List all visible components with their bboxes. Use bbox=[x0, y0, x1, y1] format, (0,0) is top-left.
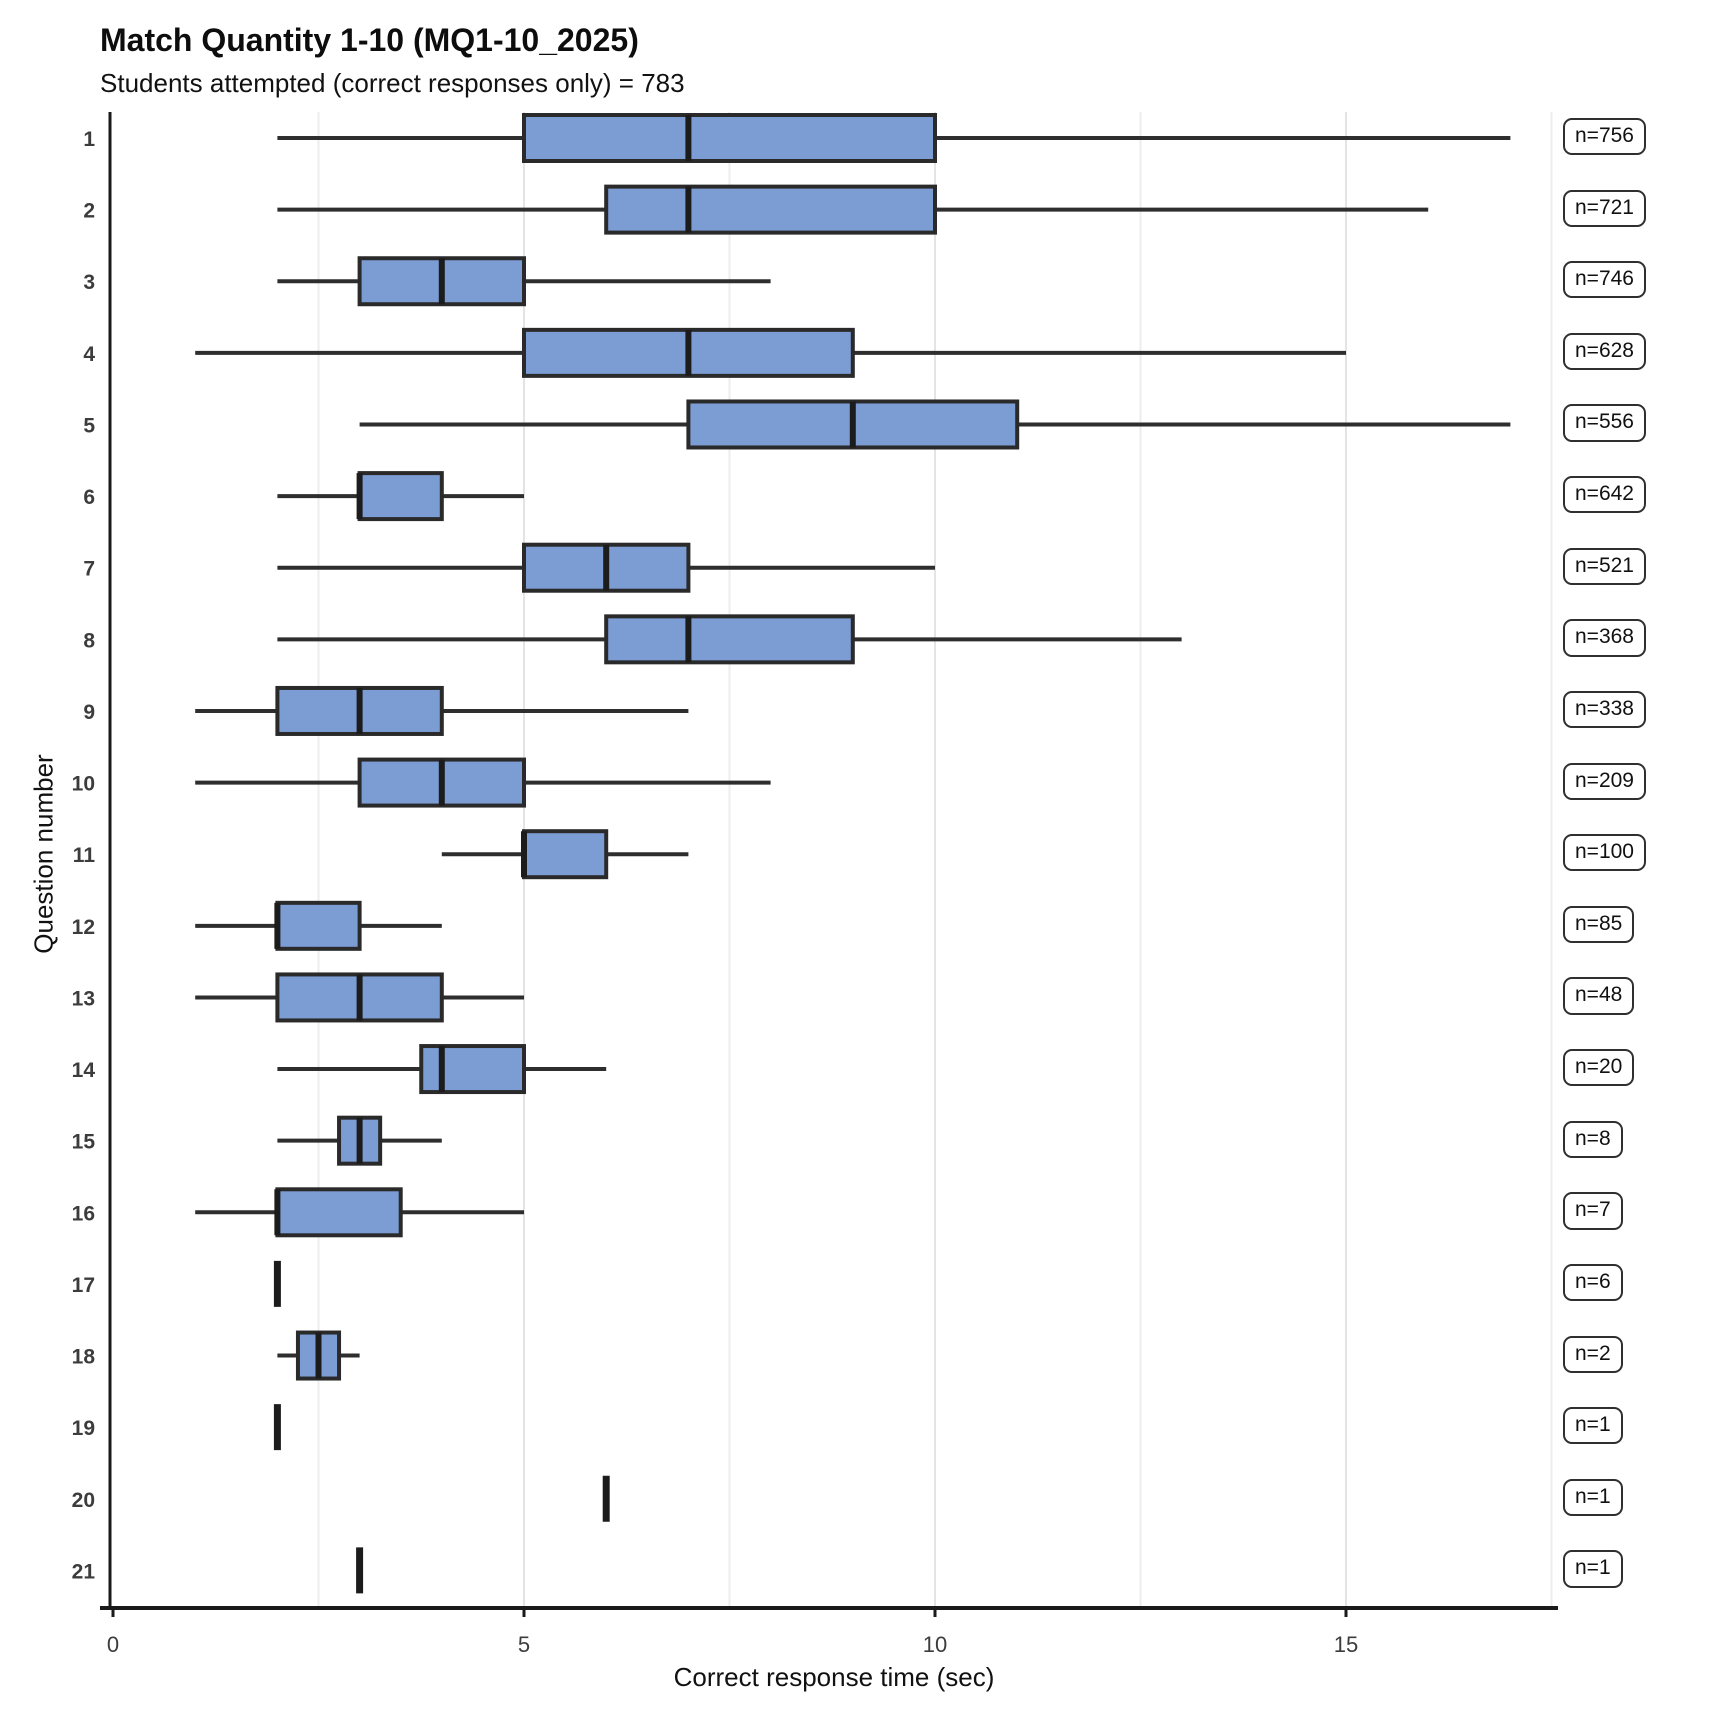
y-tick-label: 8 bbox=[83, 629, 95, 652]
y-tick-label: 2 bbox=[83, 200, 95, 223]
x-axis-title: Correct response time (sec) bbox=[673, 1662, 995, 1692]
x-tick-label: 0 bbox=[107, 1632, 119, 1657]
box-q1-q3 bbox=[522, 829, 609, 880]
chart-subtitle: Students attempted (correct responses on… bbox=[100, 68, 685, 98]
y-tick-label: 5 bbox=[83, 414, 95, 437]
y-tick-label: 16 bbox=[72, 1202, 95, 1225]
box-q1-q3 bbox=[604, 184, 937, 235]
y-tick-label: 6 bbox=[83, 486, 95, 509]
y-tick-label: 13 bbox=[72, 987, 95, 1010]
y-tick-label: 11 bbox=[73, 844, 96, 867]
y-axis-title: Question number bbox=[28, 754, 59, 954]
box-q1-q3 bbox=[357, 471, 444, 522]
y-tick-label: 1 bbox=[83, 128, 95, 151]
y-tick-label: 18 bbox=[72, 1346, 96, 1369]
y-tick-label: 3 bbox=[83, 271, 95, 294]
y-tick-label: 15 bbox=[72, 1131, 96, 1154]
x-tick-label: 15 bbox=[1334, 1632, 1358, 1657]
y-tick-label: 19 bbox=[72, 1417, 95, 1440]
x-tick-label: 5 bbox=[518, 1632, 530, 1657]
y-tick-label: 7 bbox=[83, 558, 95, 581]
y-tick-label: 21 bbox=[72, 1560, 96, 1583]
x-tick-label: 10 bbox=[923, 1632, 947, 1657]
box-q1-q3 bbox=[522, 113, 937, 163]
y-tick-label: 17 bbox=[72, 1274, 95, 1297]
box-q1-q3 bbox=[604, 614, 855, 665]
y-tick-label: 20 bbox=[72, 1489, 95, 1512]
box-q1-q3 bbox=[419, 1044, 526, 1095]
y-tick-label: 4 bbox=[83, 343, 95, 366]
chart-title: Match Quantity 1-10 (MQ1-10_2025) bbox=[100, 22, 639, 58]
box-q1-q3 bbox=[275, 900, 362, 951]
box-q1-q3 bbox=[275, 1187, 403, 1238]
y-tick-label: 12 bbox=[72, 916, 95, 939]
y-tick-label: 9 bbox=[83, 701, 95, 724]
y-tick-label: 10 bbox=[72, 773, 95, 796]
y-tick-label: 14 bbox=[72, 1059, 96, 1082]
